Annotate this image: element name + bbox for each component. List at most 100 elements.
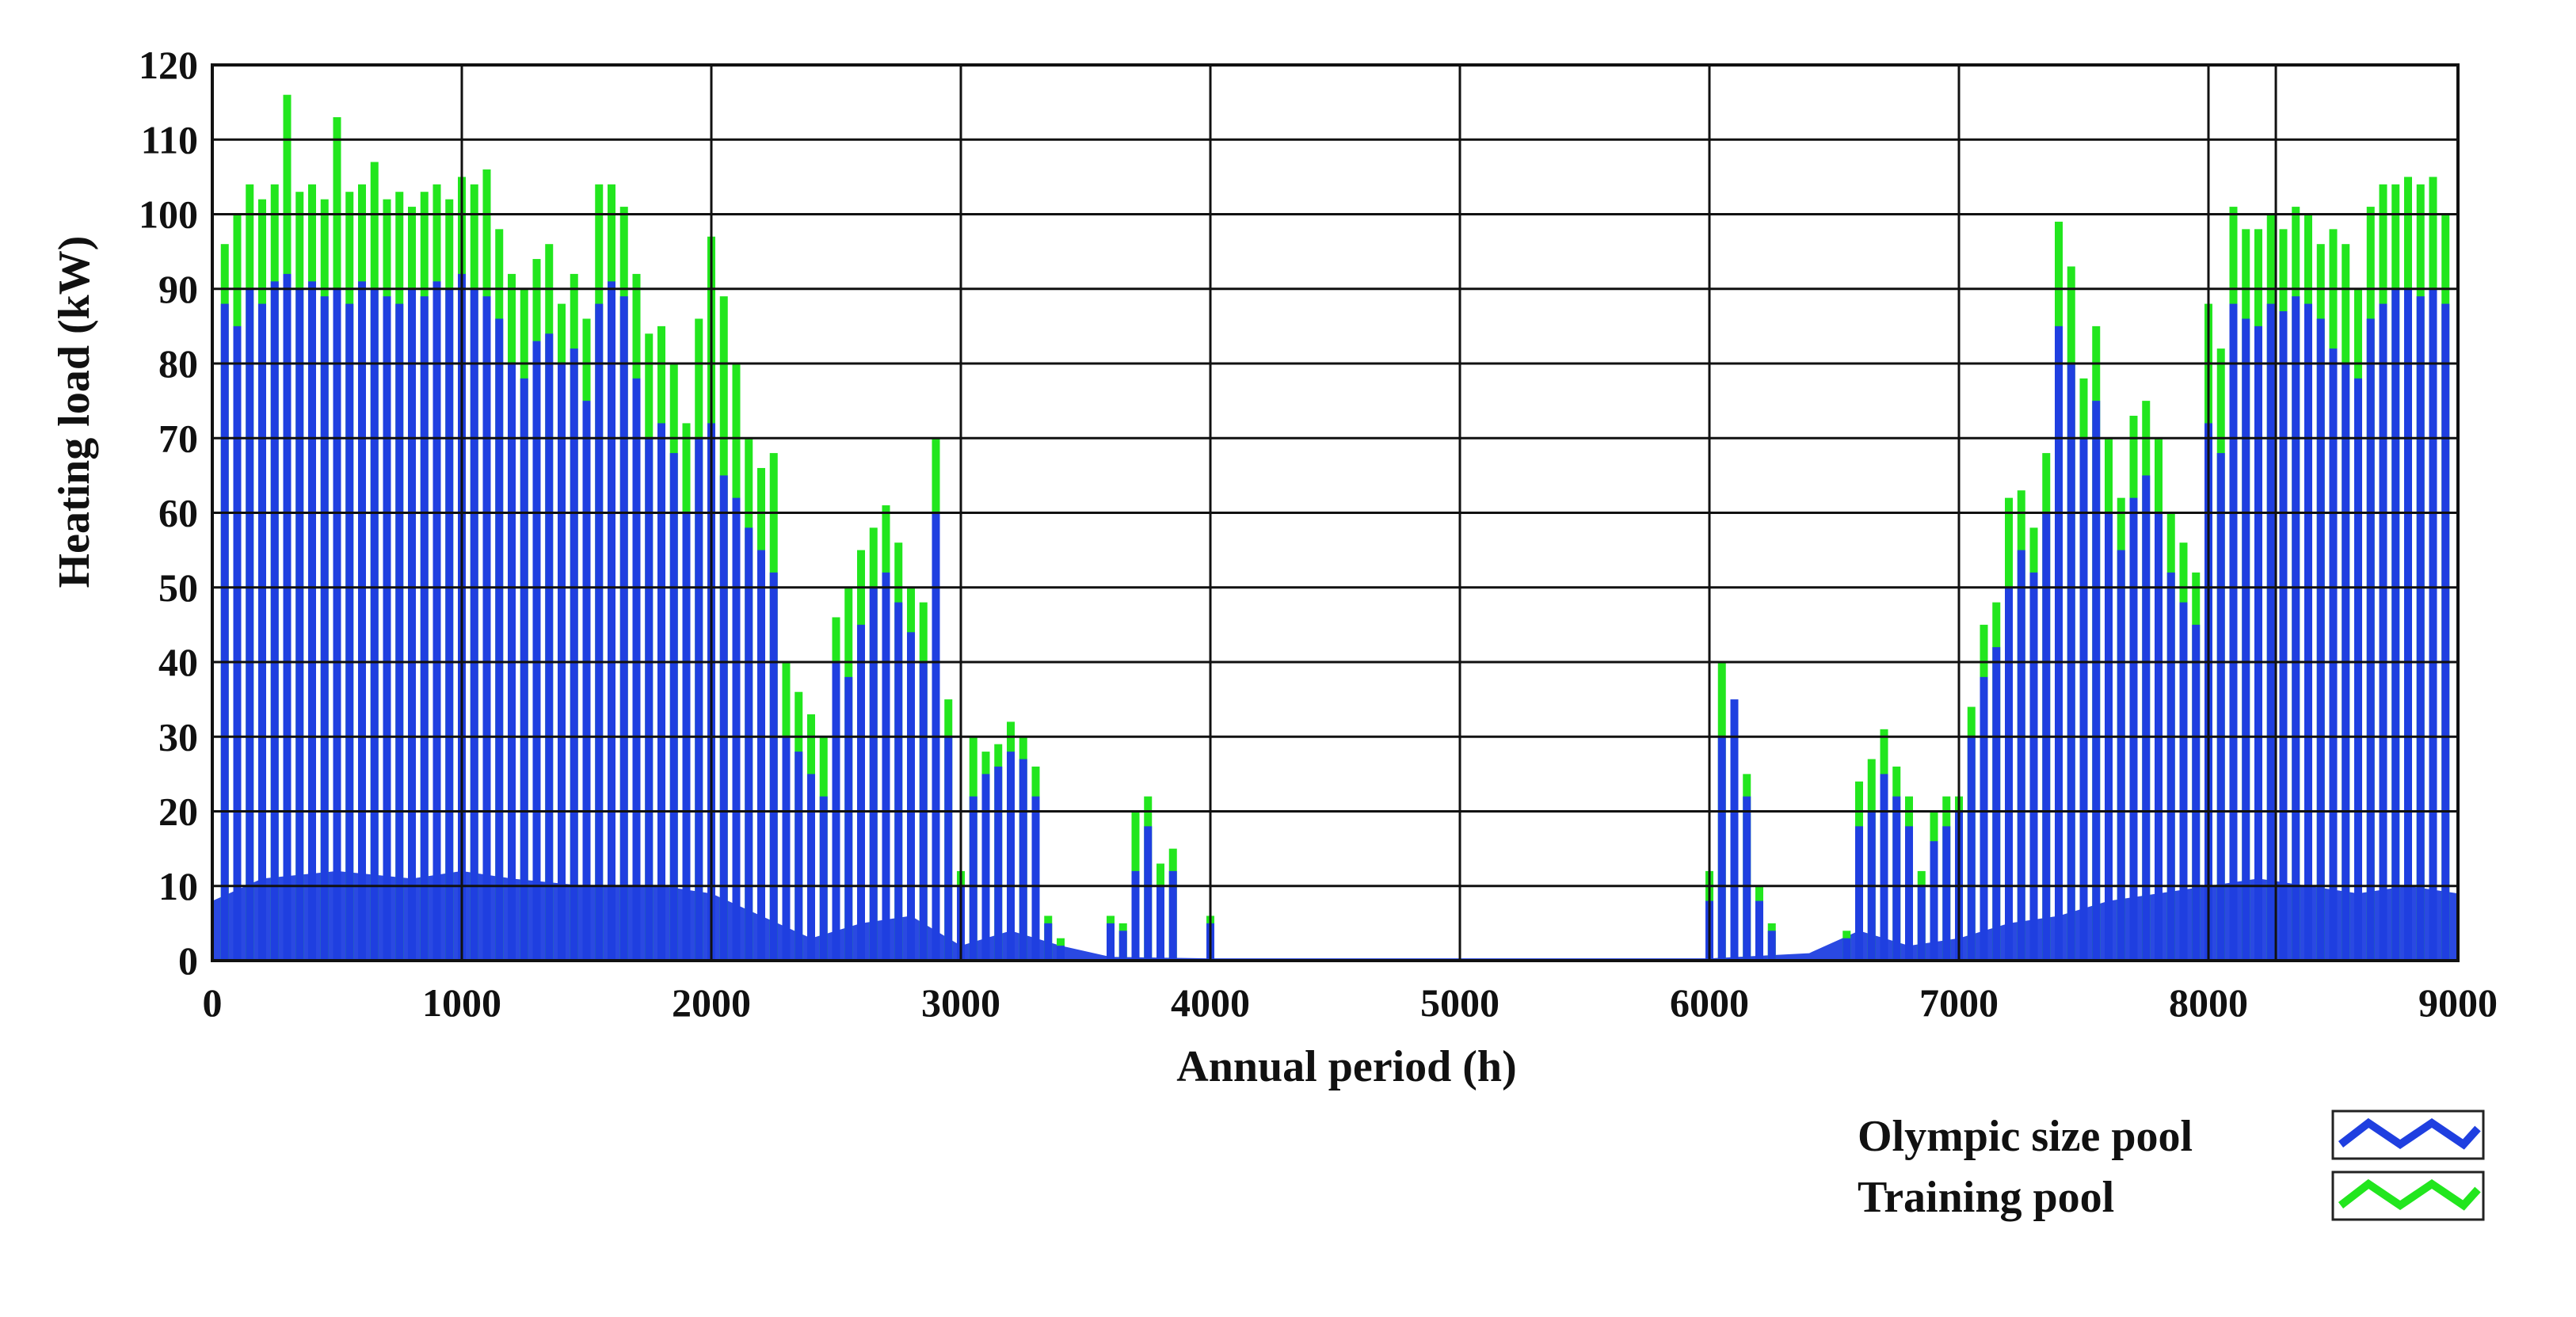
olympic-pool-bar <box>2179 602 2188 961</box>
olympic-pool-bar <box>520 378 528 961</box>
x-tick-label: 4000 <box>1171 980 1250 1025</box>
olympic-pool-bar <box>1755 900 1763 961</box>
olympic-pool-bar <box>283 273 292 961</box>
olympic-pool-bar <box>2129 497 2138 961</box>
olympic-pool-bar <box>1131 870 1140 961</box>
blue-zigzag-line-icon <box>2331 1110 2485 1160</box>
olympic-pool-bar <box>220 303 229 961</box>
olympic-pool-bar <box>2242 318 2250 961</box>
olympic-pool-bar <box>882 572 890 961</box>
olympic-pool-bar <box>333 288 341 961</box>
olympic-pool-bar <box>570 348 578 961</box>
olympic-pool-bar <box>844 676 853 961</box>
olympic-pool-bar <box>308 281 316 961</box>
olympic-pool-bar <box>769 572 778 961</box>
olympic-pool-bar <box>2005 587 2013 961</box>
olympic-pool-bar <box>1992 647 2001 961</box>
olympic-pool-bar <box>1118 931 1127 961</box>
y-tick-label: 110 <box>141 117 198 162</box>
olympic-pool-bar <box>757 550 765 961</box>
olympic-pool-bar <box>2416 296 2425 961</box>
ticks-layer: 0 10 20 30 40 50 60 70 80 90 100 110 120 0 1000 2000 300… <box>139 43 2498 1025</box>
x-tick-label: 3000 <box>921 980 1000 1025</box>
x-tick-label: 1000 <box>422 980 501 1025</box>
legend-item-training: Training pool <box>1858 1170 2485 1222</box>
y-axis-label: Heating load (kW) <box>50 236 99 588</box>
olympic-pool-bar <box>445 288 454 961</box>
olympic-pool-bar <box>2092 401 2101 961</box>
y-tick-label: 50 <box>158 565 198 610</box>
y-tick-label: 10 <box>158 864 198 908</box>
y-tick-label: 90 <box>158 267 198 311</box>
legend-label-training: Training pool <box>1858 1173 2114 1222</box>
olympic-pool-bar <box>2329 348 2338 961</box>
olympic-pool-bar <box>320 296 329 961</box>
olympic-pool-bar <box>2142 475 2151 961</box>
olympic-pool-bar <box>2216 453 2225 961</box>
olympic-pool-bar <box>981 774 990 961</box>
x-axis-label: Annual period (h) <box>1176 1042 1516 1091</box>
y-tick-label: 70 <box>158 416 198 460</box>
olympic-pool-bar <box>2379 303 2387 961</box>
y-tick-label: 40 <box>158 640 198 684</box>
x-tick-label: 5000 <box>1420 980 1499 1025</box>
olympic-pool-bar <box>2055 325 2063 961</box>
olympic-pool-bar <box>1107 923 1115 961</box>
olympic-pool-bar <box>1019 759 1027 961</box>
olympic-pool-bar <box>1007 752 1015 961</box>
olympic-pool-bar <box>495 318 504 961</box>
olympic-pool-bar <box>2017 550 2025 961</box>
olympic-pool-bar <box>1031 796 1040 961</box>
x-tick-label: 9000 <box>2418 980 2498 1025</box>
olympic-pool-bar <box>2404 288 2412 961</box>
olympic-pool-bar <box>807 774 815 961</box>
y-tick-label: 120 <box>139 43 198 87</box>
olympic-pool-bar <box>669 453 678 961</box>
olympic-pool-bar <box>2117 550 2125 961</box>
olympic-pool-bar <box>1880 774 1888 961</box>
olympic-pool-bar <box>1717 737 1726 961</box>
olympic-pool-bar <box>482 296 491 961</box>
olympic-pool-bar <box>994 766 1003 961</box>
olympic-pool-bar <box>1967 737 1976 961</box>
olympic-pool-bar <box>545 333 554 961</box>
y-tick-label: 60 <box>158 491 198 535</box>
olympic-pool-bar <box>719 475 728 961</box>
olympic-pool-bar <box>1767 931 1776 961</box>
olympic-pool-bar <box>408 288 416 961</box>
olympic-pool-bar <box>1980 676 1988 961</box>
olympic-pool-bar <box>819 796 828 961</box>
y-tick-label: 100 <box>139 192 198 237</box>
olympic-pool-bar <box>695 438 703 961</box>
olympic-pool-bar <box>532 341 541 961</box>
olympic-pool-bar <box>2441 303 2450 961</box>
olympic-pool-bar <box>619 296 628 961</box>
olympic-pool-bar <box>246 288 254 961</box>
olympic-pool-bar <box>2304 303 2312 961</box>
y-tick-label: 0 <box>178 938 198 983</box>
x-tick-label: 2000 <box>672 980 751 1025</box>
olympic-pool-bar <box>857 624 865 961</box>
olympic-pool-bar <box>2316 318 2325 961</box>
olympic-pool-bar <box>1942 826 1951 961</box>
olympic-pool-bar <box>2391 288 2400 961</box>
olympic-pool-bar <box>2166 572 2175 961</box>
olympic-pool-bar <box>795 752 803 961</box>
olympic-pool-bar <box>2279 311 2288 961</box>
y-tick-label: 80 <box>158 341 198 386</box>
y-tick-label: 20 <box>158 790 198 834</box>
olympic-pool-bar <box>2354 378 2362 961</box>
x-tick-label: 8000 <box>2169 980 2248 1025</box>
legend-item-olympic: Olympic size pool <box>1858 1110 2485 1161</box>
x-tick-label: 6000 <box>1670 980 1749 1025</box>
olympic-pool-bar <box>782 737 791 961</box>
olympic-pool-bar <box>1743 796 1751 961</box>
olympic-pool-bar <box>1168 870 1177 961</box>
plot-frame <box>211 63 2460 962</box>
olympic-pool-bar <box>1842 938 1851 961</box>
olympic-pool-bar <box>295 288 304 961</box>
legend: Olympic size pool Training pool <box>1858 1110 2485 1222</box>
olympic-pool-bar <box>944 737 953 961</box>
